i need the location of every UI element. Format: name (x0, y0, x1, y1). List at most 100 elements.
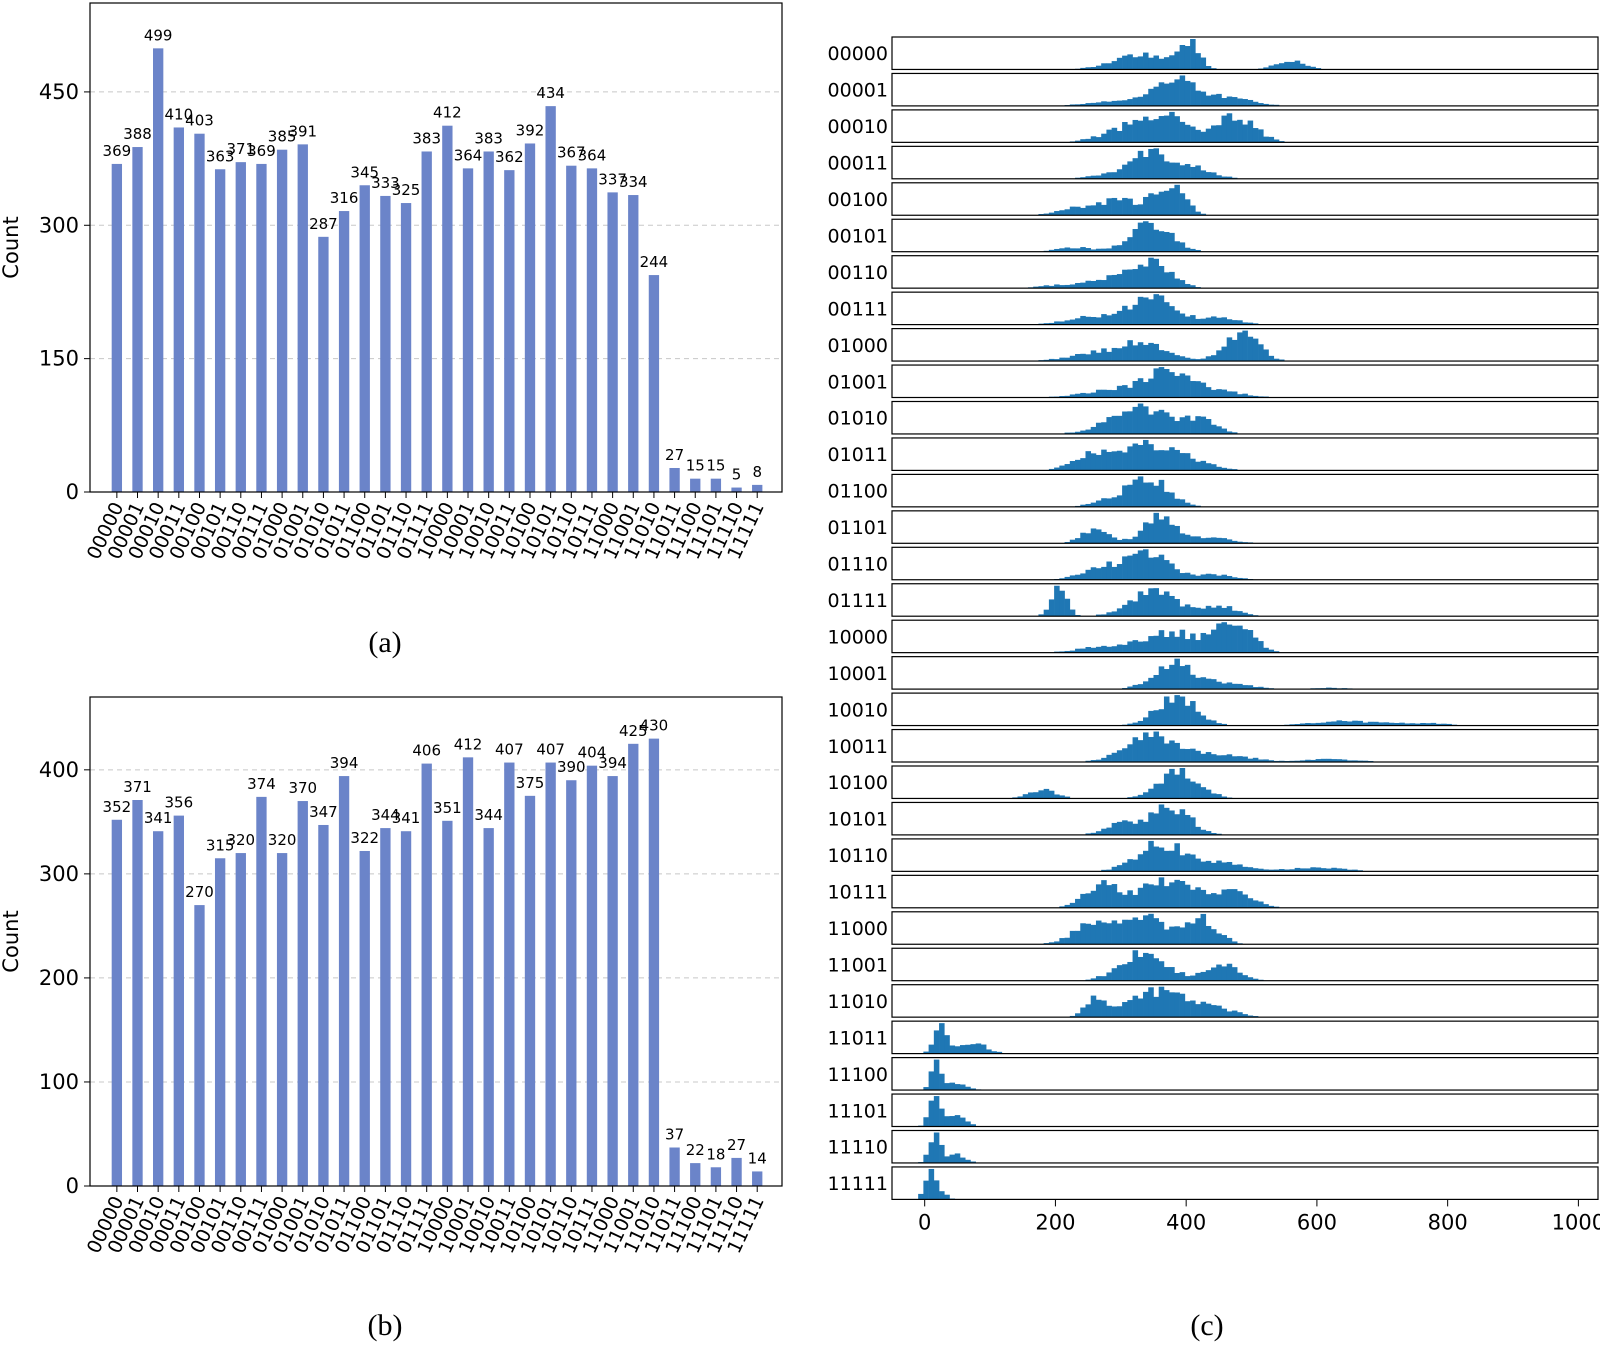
histogram-bin (1258, 129, 1264, 143)
row-frame (891, 1020, 1599, 1055)
histogram-bin (1190, 817, 1196, 835)
bar-value-label: 27 (727, 1136, 746, 1154)
histogram-bin (1252, 757, 1259, 762)
histogram-bin (1184, 283, 1191, 289)
histogram-bin (1064, 209, 1071, 216)
histogram-bin (1143, 266, 1149, 289)
histogram-bin (1158, 350, 1165, 362)
histogram-bin (1169, 55, 1175, 70)
histogram-bin (1278, 63, 1285, 70)
histogram-bin (1231, 320, 1238, 325)
row-frame (891, 218, 1599, 253)
histogram-bin (1195, 677, 1201, 690)
bar-value-label: 390 (557, 758, 586, 776)
histogram-bin (1216, 681, 1222, 690)
histogram-bin (1127, 387, 1133, 398)
histogram-bin (1163, 929, 1170, 945)
histogram-bin (1195, 211, 1201, 216)
histogram-bin (1268, 760, 1275, 762)
histogram-bin (1111, 451, 1118, 471)
histogram-bin (1263, 67, 1269, 70)
histogram-bin (1169, 416, 1175, 434)
histogram-bin (1205, 95, 1212, 106)
histogram-bin (1101, 922, 1107, 945)
histogram-bin (1179, 972, 1186, 981)
histogram-bin (1101, 63, 1107, 70)
row-frame (891, 692, 1599, 727)
histogram-bin (1216, 93, 1222, 106)
histogram-bin (1148, 523, 1154, 544)
histogram-bin (1205, 463, 1212, 471)
bar (153, 831, 164, 1186)
histogram-bin (1221, 1008, 1227, 1018)
histogram-bin (1101, 133, 1107, 143)
histogram-bin (1163, 516, 1170, 544)
bar-value-label: 369 (247, 142, 276, 160)
histogram-bin (1095, 999, 1102, 1018)
histogram-bin (1090, 426, 1097, 434)
histogram-bin (1027, 792, 1034, 799)
histogram-bin (1158, 961, 1165, 981)
row-frame (891, 874, 1599, 909)
histogram-bin (1111, 313, 1118, 325)
histogram-bin (1211, 316, 1217, 325)
histogram-bin (939, 1073, 945, 1091)
histogram-bin (1184, 749, 1191, 762)
histogram-bin (1195, 607, 1201, 617)
histogram-bin (1143, 157, 1149, 179)
histogram-bin (1216, 426, 1222, 434)
histogram-bin (1137, 887, 1144, 908)
histogram-bin (1163, 560, 1170, 580)
histogram-bin (1174, 926, 1180, 945)
histogram-bin (1184, 415, 1191, 434)
histogram-bin (1059, 465, 1065, 471)
bar (214, 858, 226, 1186)
histogram-bin (1143, 522, 1149, 544)
histogram-bin (1258, 868, 1264, 872)
histogram-bin (1237, 611, 1243, 617)
histogram-bin (1179, 499, 1186, 507)
histogram-bin (1169, 768, 1175, 799)
histogram-bin (1247, 99, 1254, 106)
histogram-bin (1205, 634, 1212, 653)
histogram-bin (1111, 1006, 1118, 1018)
histogram-bin (1190, 166, 1196, 179)
histogram-bin (939, 1144, 945, 1163)
histogram-bin (1095, 568, 1102, 580)
histogram-bin (1190, 458, 1196, 471)
histogram-bin (1205, 573, 1212, 580)
histogram-bin (1106, 351, 1112, 362)
histogram-bin (1132, 479, 1139, 507)
row-label: 10000 (828, 626, 888, 648)
histogram-bin (1237, 332, 1243, 362)
histogram-bin (1394, 722, 1400, 726)
histogram-bin (1169, 740, 1175, 762)
histogram-bin (1095, 202, 1102, 216)
histogram-bin (1069, 461, 1076, 471)
histogram-bin (1095, 529, 1102, 544)
histogram-bin (1211, 424, 1217, 434)
histogram-bin (1205, 1003, 1212, 1018)
histogram-bin (1069, 650, 1076, 653)
histogram-bin (1226, 575, 1233, 580)
histogram-bin (1101, 757, 1107, 762)
histogram-bin (1116, 310, 1123, 325)
histogram-bin (1231, 339, 1238, 362)
histogram-bin (1101, 880, 1107, 908)
histogram-bin (1226, 176, 1233, 179)
histogram-bin (1143, 681, 1149, 690)
histogram-bin (1127, 821, 1133, 835)
bar-chart-a: 0150300450369000003880000149900010410000… (0, 2, 783, 563)
histogram-bin (1153, 148, 1160, 179)
histogram-bin (1127, 161, 1133, 179)
histogram-bin (1075, 318, 1081, 325)
histogram-bin (1226, 1011, 1233, 1018)
histogram-bin (1137, 150, 1144, 179)
histogram-bin (1195, 90, 1201, 106)
bar (421, 763, 432, 1186)
histogram-bin (1258, 759, 1264, 762)
histogram-bin (1080, 282, 1086, 289)
bar-value-label: 15 (706, 457, 725, 475)
histogram-bin (1242, 756, 1248, 762)
histogram-bin (1268, 355, 1275, 362)
